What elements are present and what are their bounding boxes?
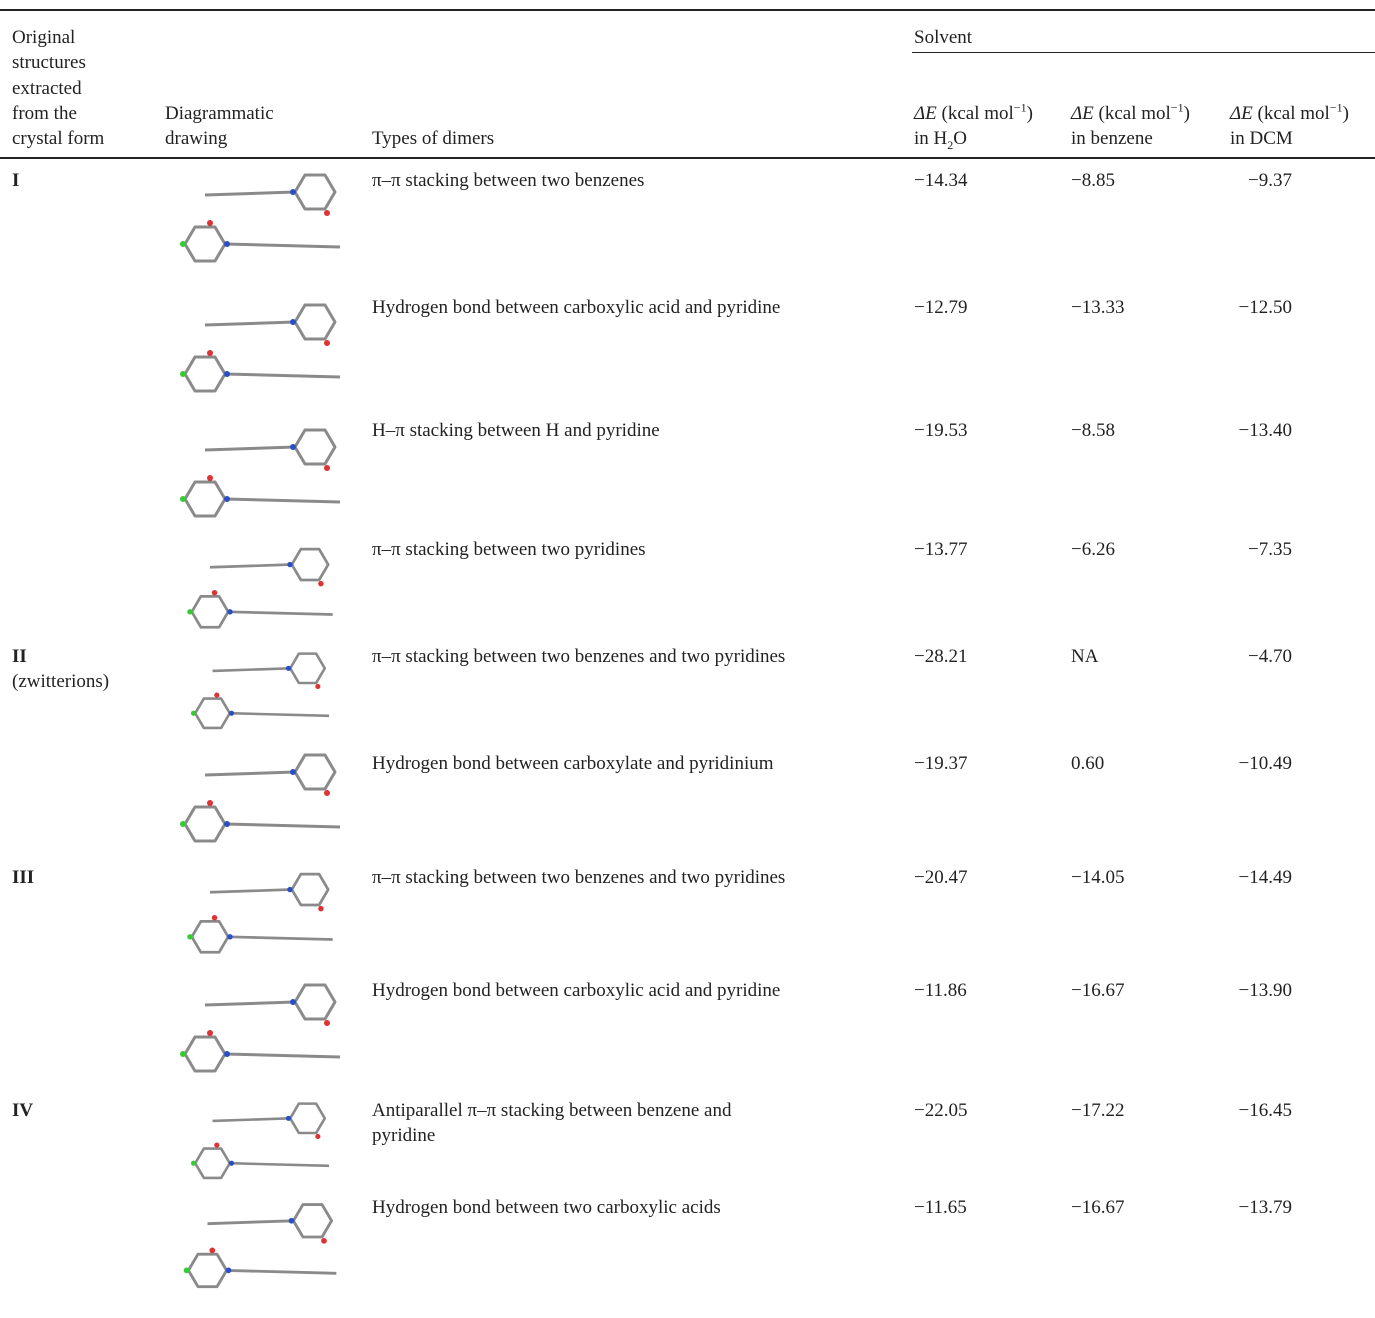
- header-medium: in H2O: [914, 126, 967, 151]
- energy-value: −13.33: [1071, 295, 1124, 320]
- energy-value: −16.67: [1071, 1195, 1124, 1220]
- header-type: Types of dimers: [372, 126, 494, 151]
- energy-value: −28.21: [914, 644, 967, 669]
- energy-value: −17.22: [1071, 1098, 1124, 1123]
- dimer-type: Hydrogen bond between two carboxylic aci…: [372, 1195, 721, 1220]
- unit-exponent: −1: [1330, 101, 1343, 115]
- energy-value: 0.60: [1071, 751, 1104, 776]
- dimer-type: Hydrogen bond between carboxylate and py…: [372, 751, 774, 776]
- energy-value: −8.85: [1071, 168, 1115, 193]
- medium: in benzene: [1071, 128, 1153, 149]
- form-label: IV: [12, 1098, 33, 1123]
- header-form: Original: [12, 25, 75, 50]
- unit-close: ): [1184, 103, 1190, 124]
- unit: (kcal mol: [1099, 103, 1171, 124]
- header-column: ΔE (kcal mol−1): [914, 101, 1033, 126]
- dimer-type: π–π stacking between two benzenes: [372, 168, 644, 193]
- energy-value: −7.35: [1248, 537, 1292, 562]
- header-form: extracted: [12, 76, 82, 101]
- form-label: I: [12, 168, 19, 193]
- header-drawing: drawing: [165, 126, 227, 151]
- molecule-drawing: [165, 865, 355, 965]
- energy-value: −11.86: [914, 978, 967, 1003]
- energy-value: −12.79: [914, 295, 967, 320]
- medium: in H: [914, 128, 947, 149]
- unit-close: ): [1027, 103, 1033, 124]
- unit-exponent: −1: [1171, 101, 1184, 115]
- energy-value: −20.47: [914, 865, 967, 890]
- form-label: (zwitterions): [12, 669, 109, 694]
- dimer-type: Hydrogen bond between carboxylic acid an…: [372, 978, 780, 1003]
- page: Originalstructuresextractedfrom thecryst…: [0, 0, 1375, 1318]
- header-column: ΔE (kcal mol−1): [1230, 101, 1349, 126]
- energy-value: −14.49: [1239, 865, 1292, 890]
- energy-value: −16.67: [1071, 978, 1124, 1003]
- header-form: from the: [12, 101, 77, 126]
- energy-value: −14.34: [914, 168, 967, 193]
- dimer-type: Antiparallel π–π stacking between benzen…: [372, 1098, 731, 1123]
- molecule-drawing: [165, 1195, 355, 1300]
- unit-exponent: −1: [1014, 101, 1027, 115]
- energy-value: −12.50: [1239, 295, 1292, 320]
- energy-value: −11.65: [914, 1195, 967, 1220]
- molecule-drawing: [165, 645, 355, 740]
- unit-close: ): [1343, 103, 1349, 124]
- energy-value: −19.53: [914, 418, 967, 443]
- header-drawing: Diagrammatic: [165, 101, 274, 126]
- energy-value: −9.37: [1248, 168, 1292, 193]
- molecule-drawing: [165, 295, 355, 410]
- energy-value: −13.79: [1239, 1195, 1292, 1220]
- energy-value: −4.70: [1248, 644, 1292, 669]
- energy-value: −22.05: [914, 1098, 967, 1123]
- medium-end: O: [953, 128, 967, 149]
- dimer-type: H–π stacking between H and pyridine: [372, 418, 660, 443]
- header-column: ΔE (kcal mol−1): [1071, 101, 1190, 126]
- molecule-drawing: [165, 165, 355, 285]
- form-label: II: [12, 644, 27, 669]
- form-label: III: [12, 865, 34, 890]
- header-form: structures: [12, 50, 86, 75]
- solvent-rule: [912, 52, 1375, 53]
- unit: (kcal mol: [1258, 103, 1330, 124]
- dimer-type: π–π stacking between two benzenes and tw…: [372, 865, 785, 890]
- energy-value: −13.90: [1239, 978, 1292, 1003]
- energy-value: −6.26: [1071, 537, 1115, 562]
- symbol: ΔE: [914, 103, 937, 124]
- molecule-drawing: [165, 1095, 355, 1190]
- unit: (kcal mol: [942, 103, 1014, 124]
- dimer-type: pyridine: [372, 1123, 435, 1148]
- molecule-drawing: [165, 420, 355, 535]
- molecule-drawing: [165, 975, 355, 1085]
- header-form: crystal form: [12, 126, 104, 151]
- energy-value: −16.45: [1239, 1098, 1292, 1123]
- header-solvent: Solvent: [914, 25, 972, 50]
- symbol: ΔE: [1230, 103, 1253, 124]
- energy-value: −14.05: [1071, 865, 1124, 890]
- molecule-drawing: [165, 745, 355, 855]
- dimer-type: π–π stacking between two pyridines: [372, 537, 646, 562]
- molecule-drawing: [165, 540, 355, 640]
- energy-value: NA: [1071, 644, 1098, 669]
- energy-value: −13.40: [1239, 418, 1292, 443]
- energy-value: −19.37: [914, 751, 967, 776]
- header-rule: [0, 157, 1375, 159]
- top-rule: [0, 9, 1375, 11]
- dimer-type: π–π stacking between two benzenes and tw…: [372, 644, 785, 669]
- header-medium: in benzene: [1071, 126, 1153, 151]
- energy-value: −13.77: [914, 537, 967, 562]
- symbol: ΔE: [1071, 103, 1094, 124]
- medium: in DCM: [1230, 128, 1293, 149]
- dimer-type: Hydrogen bond between carboxylic acid an…: [372, 295, 780, 320]
- energy-value: −10.49: [1239, 751, 1292, 776]
- header-medium: in DCM: [1230, 126, 1293, 151]
- energy-value: −8.58: [1071, 418, 1115, 443]
